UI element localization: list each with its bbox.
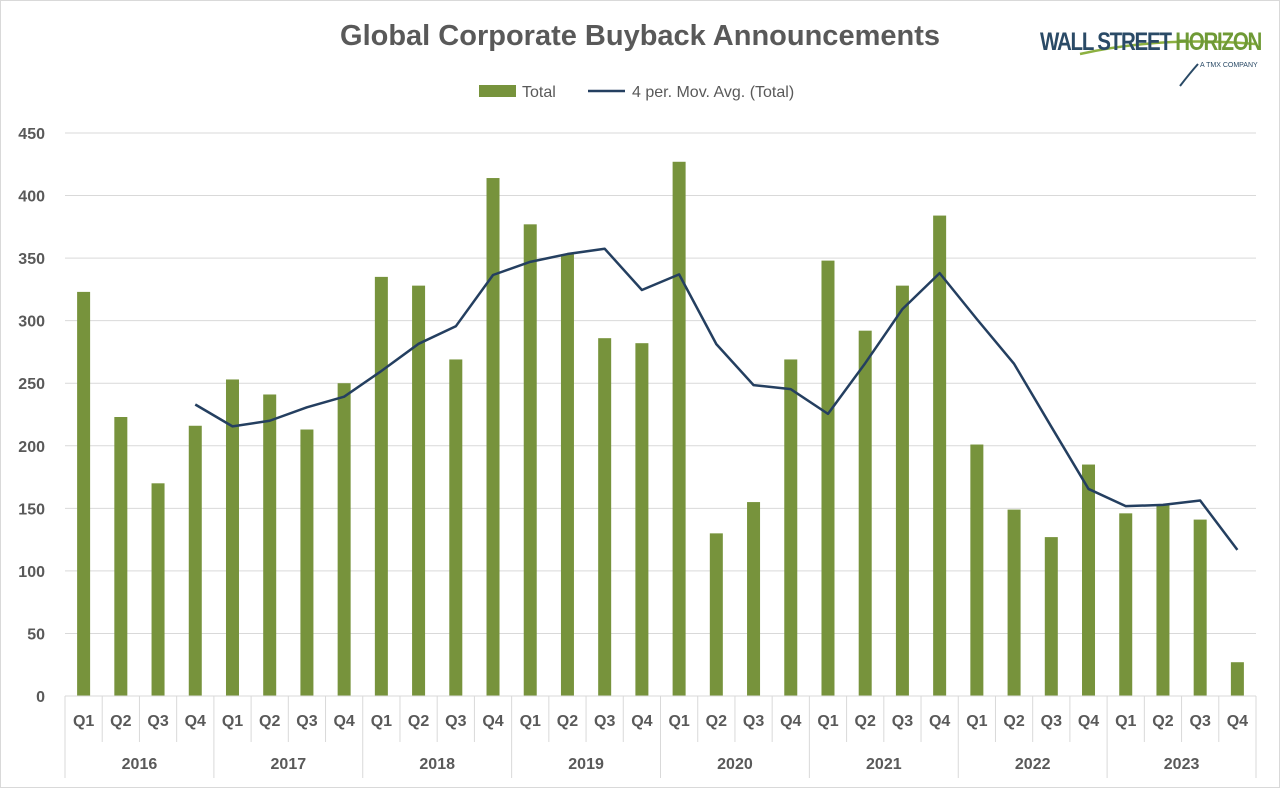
bar xyxy=(151,483,165,696)
quarter-label: Q3 xyxy=(1190,713,1211,730)
quarter-label: Q3 xyxy=(296,713,317,730)
bar xyxy=(114,417,128,696)
quarter-label: Q3 xyxy=(892,713,913,730)
year-label: 2018 xyxy=(419,756,455,773)
quarter-label: Q4 xyxy=(333,713,354,730)
quarter-label: Q2 xyxy=(706,713,727,730)
bar xyxy=(747,502,761,696)
quarter-label: Q1 xyxy=(668,713,689,730)
y-tick-label: 300 xyxy=(18,314,45,331)
quarter-label: Q1 xyxy=(73,713,94,730)
quarter-label: Q1 xyxy=(222,713,243,730)
bar xyxy=(858,330,872,696)
y-tick-label: 100 xyxy=(18,564,45,581)
quarter-label: Q2 xyxy=(408,713,429,730)
year-label: 2019 xyxy=(568,756,604,773)
y-tick-label: 400 xyxy=(18,189,45,206)
quarter-label: Q3 xyxy=(445,713,466,730)
bar xyxy=(1156,504,1170,696)
quarter-label: Q1 xyxy=(817,713,838,730)
quarter-label: Q3 xyxy=(147,713,168,730)
chart-title: Global Corporate Buyback Announcements xyxy=(0,20,1280,53)
quarter-label: Q1 xyxy=(1115,713,1136,730)
quarter-label: Q4 xyxy=(780,713,801,730)
quarter-label: Q4 xyxy=(185,713,206,730)
quarter-label: Q2 xyxy=(557,713,578,730)
bar xyxy=(1044,537,1058,696)
bar xyxy=(560,254,574,696)
quarter-label: Q1 xyxy=(966,713,987,730)
y-tick-label: 150 xyxy=(18,501,45,518)
bar xyxy=(449,359,463,696)
bar xyxy=(709,533,723,696)
quarter-label: Q4 xyxy=(1227,713,1248,730)
quarter-label: Q3 xyxy=(743,713,764,730)
chart-title-text: Global Corporate Buyback Announcements xyxy=(340,20,940,52)
y-tick-label: 450 xyxy=(18,126,45,143)
quarter-label: Q4 xyxy=(482,713,503,730)
moving-average-line xyxy=(194,247,1239,551)
y-tick-label: 350 xyxy=(18,251,45,268)
bar xyxy=(1119,513,1133,696)
bar xyxy=(225,379,239,696)
year-label: 2016 xyxy=(122,756,158,773)
bar xyxy=(486,178,500,697)
year-label: 2023 xyxy=(1164,756,1200,773)
bar xyxy=(598,338,612,696)
quarter-label: Q2 xyxy=(110,713,131,730)
quarter-label: Q3 xyxy=(1041,713,1062,730)
legend-label-moving-average: 4 per. Mov. Avg. (Total) xyxy=(632,84,794,101)
y-tick-label: 50 xyxy=(27,626,45,643)
quarter-label: Q2 xyxy=(1003,713,1024,730)
bar xyxy=(188,425,202,696)
bar xyxy=(374,276,388,696)
quarter-label: Q2 xyxy=(855,713,876,730)
y-tick-label: 200 xyxy=(18,439,45,456)
bar xyxy=(821,260,835,696)
wall-street-horizon-logo: WALL STREET HORIZON A TMX COMPANY xyxy=(1040,28,1270,98)
legend-swatch-total xyxy=(479,85,516,97)
bar xyxy=(635,343,649,696)
quarter-label: Q1 xyxy=(520,713,541,730)
quarter-label: Q4 xyxy=(631,713,652,730)
bar xyxy=(523,224,537,696)
bar xyxy=(77,291,91,696)
quarter-label: Q1 xyxy=(371,713,392,730)
y-tick-label: 250 xyxy=(18,376,45,393)
year-label: 2020 xyxy=(717,756,753,773)
bar xyxy=(1082,464,1096,696)
y-tick-label: 0 xyxy=(36,689,45,706)
bar xyxy=(933,215,947,696)
quarter-label: Q4 xyxy=(929,713,950,730)
legend-label-total: Total xyxy=(522,84,556,101)
quarter-label: Q4 xyxy=(1078,713,1099,730)
bar xyxy=(337,383,351,696)
bar xyxy=(412,285,426,696)
quarter-label: Q2 xyxy=(259,713,280,730)
bar xyxy=(784,359,798,696)
bar xyxy=(895,285,909,696)
year-label: 2017 xyxy=(271,756,307,773)
year-label: 2022 xyxy=(1015,756,1051,773)
bar xyxy=(1230,662,1244,696)
bar xyxy=(1007,509,1021,696)
year-label: 2021 xyxy=(866,756,902,773)
quarter-label: Q2 xyxy=(1152,713,1173,730)
bar xyxy=(300,429,314,696)
bar xyxy=(672,161,686,696)
bar xyxy=(263,394,277,696)
quarter-label: Q3 xyxy=(594,713,615,730)
bar xyxy=(970,444,984,696)
bar xyxy=(1193,519,1207,696)
